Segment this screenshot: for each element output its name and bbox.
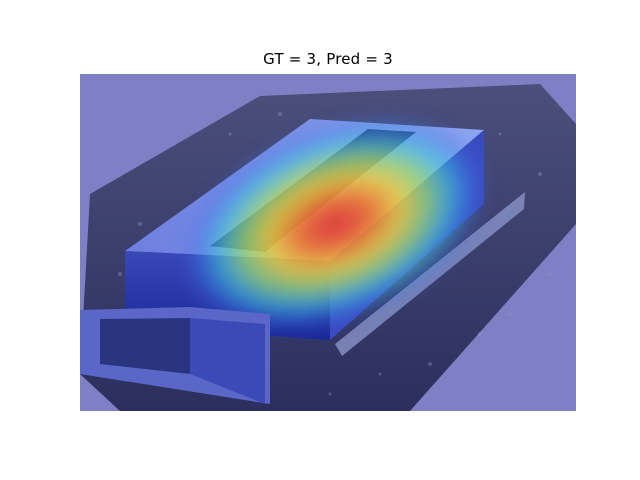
lower-box-cavity — [100, 318, 190, 374]
heatmap-image-panel — [80, 74, 576, 411]
ground-texture — [118, 112, 552, 396]
heatmap-image — [80, 74, 576, 411]
figure-title: GT = 3, Pred = 3 — [263, 50, 393, 68]
lower-box-side — [190, 318, 265, 404]
activation-heatmap — [177, 112, 493, 336]
